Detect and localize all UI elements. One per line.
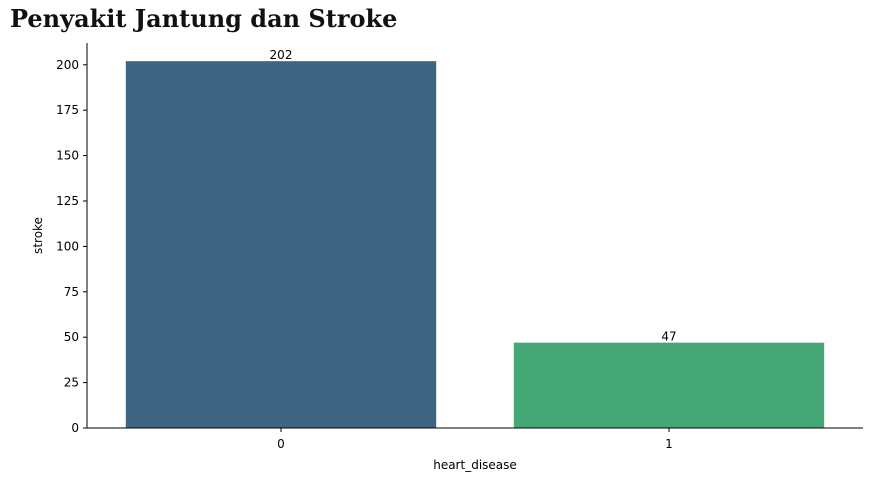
x-axis-label: heart_disease: [433, 458, 517, 472]
y-tick-label: 75: [64, 285, 79, 299]
data-labels: 202 47: [270, 48, 677, 343]
y-tick-label: 100: [56, 239, 79, 253]
y-tick-label: 50: [64, 330, 79, 344]
chart-title: Penyakit Jantung dan Stroke: [10, 4, 398, 33]
y-tick-label: 125: [56, 194, 79, 208]
bar-1: [513, 342, 825, 428]
y-tick-label: 175: [56, 103, 79, 117]
bars-layer: [125, 61, 825, 429]
y-tick-label: 200: [56, 58, 79, 72]
axes-layer: [86, 43, 863, 429]
x-tick-label: 1: [665, 437, 673, 451]
y-tick-label: 0: [71, 421, 79, 435]
bar-0: [125, 61, 437, 429]
data-label-1: 47: [661, 330, 676, 344]
y-tick-label: 150: [56, 149, 79, 163]
y-tick-label: 25: [64, 376, 79, 390]
data-label-0: 202: [270, 48, 293, 62]
x-tick-label: 0: [277, 437, 285, 451]
y-ticks: 0 25 50 75 100 125 150 175 200: [56, 58, 87, 435]
y-axis-label: stroke: [31, 217, 45, 254]
